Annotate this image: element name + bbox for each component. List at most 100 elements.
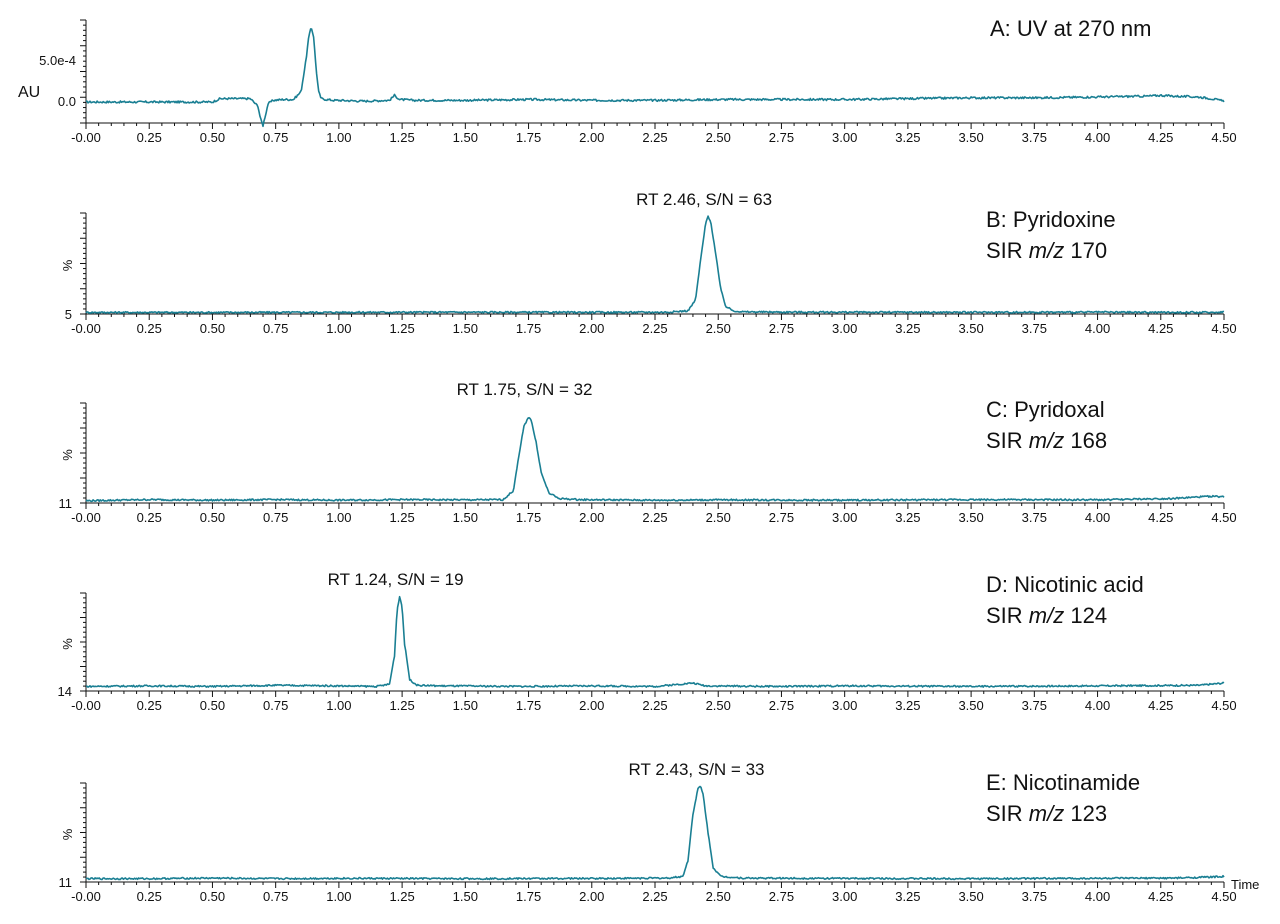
panel-c-y-label: % — [60, 449, 75, 461]
panel-a-x-tick-label: 1.00 — [326, 130, 351, 145]
panel-c-x-tick-label: 2.25 — [642, 510, 667, 525]
panel-e-y-label: % — [60, 828, 75, 840]
panel-d-x-tick-label: 2.25 — [642, 698, 667, 713]
panel-c-x-tick-label: -0.00 — [71, 510, 101, 525]
panel-d-x-tick-label: 0.50 — [200, 698, 225, 713]
panel-b-x-tick-label: 3.50 — [958, 321, 983, 336]
panel-d-x-tick-label: 1.75 — [516, 698, 541, 713]
panel-a-x-tick-label: 2.25 — [642, 130, 667, 145]
panel-b-x-tick-label: 0.75 — [263, 321, 288, 336]
panel-d-subtitle-part: 124 — [1064, 603, 1107, 628]
panel-e-subtitle-part: SIR — [986, 801, 1029, 826]
panel-e-title: E: Nicotinamide — [986, 770, 1140, 795]
panel-e-x-tick-label: -0.00 — [71, 889, 101, 904]
panel-b-x-tick-label: 1.25 — [389, 321, 414, 336]
panel-a-x-tick-label: 2.50 — [706, 130, 731, 145]
panel-c-x-tick-label: 3.50 — [958, 510, 983, 525]
panel-e-x-tick-label: 3.75 — [1022, 889, 1047, 904]
panel-c-x-tick-label: 2.50 — [706, 510, 731, 525]
panel-a-y-tick-label: 5.0e-4 — [39, 53, 76, 68]
panel-d-subtitle-part: SIR — [986, 603, 1029, 628]
panel-b-x-tick-label: 3.75 — [1022, 321, 1047, 336]
panel-e-x-tick-label: 1.75 — [516, 889, 541, 904]
panel-e-x-tick-label: 4.25 — [1148, 889, 1173, 904]
panel-d-x-tick-label: 3.25 — [895, 698, 920, 713]
panel-c-x-tick-label: 1.75 — [516, 510, 541, 525]
panel-d-x-tick-label: 1.25 — [389, 698, 414, 713]
panel-e-subtitle-part: 123 — [1064, 801, 1107, 826]
panel-b-title: B: Pyridoxine — [986, 207, 1116, 232]
panel-a-x-tick-label: 2.00 — [579, 130, 604, 145]
panel-d-x-tick-label: 0.75 — [263, 698, 288, 713]
panel-e-x-tick-label: 1.50 — [453, 889, 478, 904]
panel-d-x-tick-label: 4.25 — [1148, 698, 1173, 713]
panel-c-x-tick-label: 3.75 — [1022, 510, 1047, 525]
panel-a-x-tick-label: 1.75 — [516, 130, 541, 145]
panel-d-x-tick-label: 3.00 — [832, 698, 857, 713]
panel-b-y-tick-label: 5 — [65, 307, 72, 322]
panel-d-x-tick-label: 1.00 — [326, 698, 351, 713]
panel-b-peak-annotation: RT 2.46, S/N = 63 — [636, 190, 772, 209]
panel-b-x-tick-label: 2.75 — [769, 321, 794, 336]
panel-c-x-tick-label: 4.25 — [1148, 510, 1173, 525]
panel-e-subtitle: SIR m/z 123 — [986, 801, 1107, 826]
panel-d-title: D: Nicotinic acid — [986, 572, 1144, 597]
panel-a-x-tick-label: 3.00 — [832, 130, 857, 145]
panel-d-x-tick-label: 4.00 — [1085, 698, 1110, 713]
panel-b-x-tick-label: 2.50 — [706, 321, 731, 336]
panel-d-x-tick-label: 3.75 — [1022, 698, 1047, 713]
panel-b-x-tick-label: 0.50 — [200, 321, 225, 336]
panel-a-x-tick-label: 2.75 — [769, 130, 794, 145]
panel-a-x-tick-label: 1.50 — [453, 130, 478, 145]
panel-e-x-tick-label: 2.50 — [706, 889, 731, 904]
panel-e-x-tick-label: 3.00 — [832, 889, 857, 904]
panel-d-subtitle-part: m/z — [1029, 603, 1064, 628]
panel-a-x-tick-label: 4.00 — [1085, 130, 1110, 145]
panel-b-x-tick-label: 0.25 — [137, 321, 162, 336]
panel-c-x-tick-label: 4.50 — [1211, 510, 1236, 525]
panel-e-trace — [85, 785, 1225, 881]
panel-e-subtitle-part: m/z — [1029, 801, 1064, 826]
panel-e-x-tick-label: 0.75 — [263, 889, 288, 904]
panel-b-x-tick-label: -0.00 — [71, 321, 101, 336]
panel-d-x-tick-label: 2.00 — [579, 698, 604, 713]
panel-c-title: C: Pyridoxal — [986, 397, 1105, 422]
panel-a-x-tick-label: 0.75 — [263, 130, 288, 145]
panel-c-x-tick-label: 0.75 — [263, 510, 288, 525]
panel-e-x-tick-label: 3.25 — [895, 889, 920, 904]
panel-b-x-tick-label: 4.00 — [1085, 321, 1110, 336]
panel-c-x-tick-label: 4.00 — [1085, 510, 1110, 525]
panel-a-y-label: AU — [18, 84, 40, 101]
panel-e-y-tick-label: 11 — [59, 875, 73, 890]
panel-a-x-tick-label: 0.25 — [137, 130, 162, 145]
panel-a-x-tick-label: 3.50 — [958, 130, 983, 145]
panel-c-x-tick-label: 1.00 — [326, 510, 351, 525]
panel-e-x-tick-label: 0.50 — [200, 889, 225, 904]
panel-d-x-tick-label: -0.00 — [71, 698, 101, 713]
panel-b-x-tick-label: 3.25 — [895, 321, 920, 336]
panel-c-x-tick-label: 0.25 — [137, 510, 162, 525]
panel-b-y-label: % — [60, 259, 75, 271]
panel-b-trace — [85, 215, 1225, 314]
panel-d-trace — [85, 595, 1225, 688]
panel-e-peak-annotation: RT 2.43, S/N = 33 — [629, 760, 765, 779]
panel-b-x-tick-label: 1.00 — [326, 321, 351, 336]
panel-c-subtitle-part: SIR — [986, 428, 1029, 453]
panel-c-x-tick-label: 1.50 — [453, 510, 478, 525]
panel-a-x-tick-label: -0.00 — [71, 130, 101, 145]
panel-b-subtitle-part: 170 — [1064, 238, 1107, 263]
panel-b-subtitle-part: SIR — [986, 238, 1029, 263]
panel-b-subtitle-part: m/z — [1029, 238, 1064, 263]
panel-e-x-tick-label: 2.75 — [769, 889, 794, 904]
panel-c-x-tick-label: 3.25 — [895, 510, 920, 525]
panel-e-x-tick-label: 4.00 — [1085, 889, 1110, 904]
panel-c-subtitle-part: m/z — [1029, 428, 1064, 453]
panel-b-subtitle: SIR m/z 170 — [986, 238, 1107, 263]
panel-a-y-tick-label: 0.0 — [58, 94, 76, 109]
panel-d-peak-annotation: RT 1.24, S/N = 19 — [328, 570, 464, 589]
panel-a-x-tick-label: 4.25 — [1148, 130, 1173, 145]
panel-c-y-tick-label: 11 — [59, 496, 73, 511]
panel-d-subtitle: SIR m/z 124 — [986, 603, 1107, 628]
